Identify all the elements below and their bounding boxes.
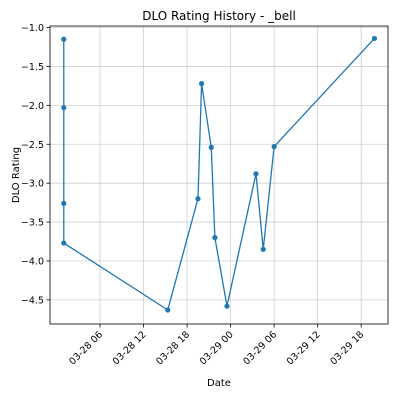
y-tick-label: −3.5 [21, 218, 44, 229]
data-point [165, 307, 171, 313]
y-tick-label: −4.5 [21, 295, 44, 306]
data-point [212, 235, 218, 241]
data-point [260, 246, 266, 252]
plot-frame [49, 25, 389, 325]
series-layer [61, 35, 378, 313]
data-point [208, 144, 214, 150]
data-point [61, 36, 67, 42]
y-axis-label: DLO Rating [11, 147, 22, 203]
data-point [195, 196, 201, 202]
y-tick-label: −2.5 [21, 140, 44, 151]
y-tick-label: −1.0 [21, 23, 44, 34]
y-tick-label: −1.5 [21, 62, 44, 73]
data-point [224, 303, 230, 309]
data-point [61, 105, 67, 111]
y-tick-label: −3.0 [21, 179, 44, 190]
y-tick-label: −2.0 [21, 101, 44, 112]
data-point [371, 35, 378, 42]
series-line [63, 38, 375, 311]
data-point [253, 171, 259, 177]
data-point [61, 200, 67, 206]
x-axis-label: Date [207, 378, 231, 389]
grid [50, 26, 388, 324]
y-tick-label: −4.0 [21, 256, 44, 267]
data-point [198, 80, 205, 87]
data-point [61, 240, 67, 246]
data-point [271, 144, 277, 150]
chart-title: DLO Rating History - _bell [142, 9, 296, 23]
